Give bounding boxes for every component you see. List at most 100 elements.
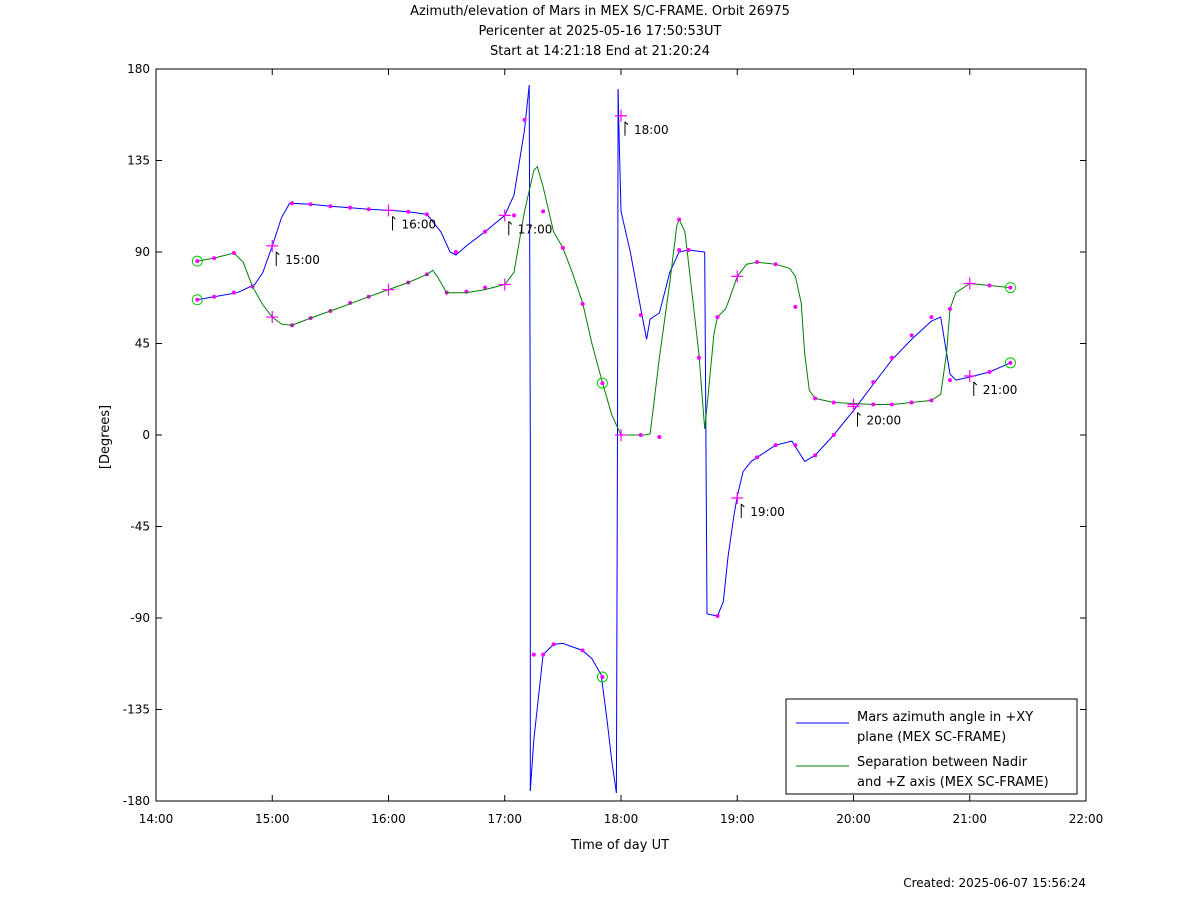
data-point-separation [909, 400, 914, 405]
hour-marker-azimuth [615, 109, 627, 122]
endpoint-circle-separation [191, 255, 203, 267]
data-point-azimuth [831, 433, 836, 437]
hour-marker-separation [382, 283, 395, 296]
data-point-separation [638, 433, 643, 437]
endpoint-dot-separation [1008, 285, 1013, 290]
data-point-separation [889, 402, 894, 407]
endpoint-dot-separation [195, 259, 200, 264]
y-tick-label: -90 [130, 611, 150, 625]
series-line-azimuth [529, 642, 617, 793]
endpoint-circle-separation [1004, 282, 1016, 294]
y-tick-label: -180 [123, 794, 150, 808]
chart-title-line-1: Azimuth/elevation of Mars in MEX S/C-FRA… [410, 4, 790, 19]
data-point-azimuth [987, 369, 992, 374]
endpoint-dot-azimuth [195, 297, 200, 302]
data-point-separation [686, 247, 691, 252]
y-tick-label: -45 [130, 520, 150, 534]
data-point-separation [308, 202, 313, 207]
data-point-separation [406, 209, 411, 214]
data-point-separation [715, 315, 720, 320]
y-tick-label: 180 [127, 62, 150, 76]
hour-marker-separation [498, 278, 511, 291]
data-point-azimuth [231, 290, 236, 295]
annotation-label: 19:00 [750, 505, 785, 519]
x-tick-label: 19:00 [720, 812, 755, 826]
hour-marker-separation [731, 270, 744, 283]
hour-marker-separation [963, 277, 976, 290]
endpoint-circle-separation [596, 377, 608, 389]
annotation-label: 17:00 [518, 222, 553, 236]
data-point-azimuth [541, 652, 546, 657]
x-tick-label: 14:00 [139, 812, 174, 826]
data-point-separation [696, 355, 701, 360]
axes: 14:00 15:00 16:00 17:00 18:00 19:00 20:00 21:00… [123, 62, 1104, 826]
created-timestamp: Created: 2025-06-07 15:56:24 [903, 876, 1086, 890]
data-point-separation [366, 207, 371, 212]
data-point-azimuth [773, 443, 778, 448]
legend-label-azimuth-line-1: Mars azimuth angle in +XY [857, 710, 1033, 725]
annotation-arrow [392, 215, 396, 231]
y-tick-label: 45 [135, 337, 150, 351]
series-line-azimuth [704, 251, 1011, 617]
chart-title: Azimuth/elevation of Mars in MEX S/C-FRA… [0, 2, 1200, 62]
data-point-azimuth [909, 333, 914, 338]
data-point-separation [348, 205, 353, 210]
series-azimuth [191, 85, 1016, 793]
plot-area: 15:00 16:00 17:00 18:00 19:00 20:00 21:00 [191, 85, 1017, 793]
data-point-separation [453, 250, 458, 254]
annotation-arrow [973, 381, 978, 397]
annotation-arrow [857, 412, 861, 427]
data-point-azimuth [715, 613, 720, 618]
legend-label-separation-line-1: Separation between Nadir [857, 755, 1028, 770]
data-point-azimuth [755, 455, 760, 460]
data-point-azimuth [813, 453, 818, 458]
hour-marker-azimuth [498, 209, 511, 222]
data-point-separation [871, 402, 876, 407]
x-tick-label: 17:00 [487, 812, 522, 826]
data-point-azimuth [512, 213, 517, 218]
series-line-separation [197, 165, 1011, 436]
series-line-azimuth [197, 85, 530, 301]
data-point-azimuth [889, 355, 894, 360]
y-axis-label: [Degrees] [98, 405, 113, 469]
x-tick-label: 15:00 [255, 812, 290, 826]
data-point-azimuth [580, 648, 585, 653]
data-point-separation [560, 245, 565, 250]
y-tick-label: -135 [123, 703, 150, 717]
hour-marker-separation [615, 429, 627, 441]
y-tick-label: 135 [127, 154, 150, 168]
annotation-arrow [508, 221, 513, 236]
endpoint-circle-azimuth [1004, 357, 1016, 369]
data-point-azimuth [551, 642, 556, 647]
data-point-azimuth [871, 380, 876, 385]
series-separation [191, 165, 1016, 657]
annotation-label: 20:00 [867, 414, 902, 428]
annotation-label: 15:00 [285, 253, 320, 267]
data-point-azimuth [793, 443, 798, 448]
data-point-azimuth [522, 117, 527, 122]
data-point-azimuth [947, 378, 952, 383]
hour-marker-separation [266, 311, 279, 324]
data-point-separation [290, 201, 295, 206]
hour-marker-azimuth [266, 239, 279, 252]
hour-marker-azimuth [731, 492, 744, 505]
data-point-separation [773, 262, 778, 267]
data-point-separation [677, 217, 682, 222]
endpoint-dot-azimuth [1008, 360, 1013, 365]
legend: Mars azimuth angle in +XY plane (MEX SC-… [785, 698, 1078, 795]
series-line-azimuth [528, 85, 531, 791]
x-tick-label: 16:00 [371, 812, 406, 826]
legend-label-azimuth-line-2: plane (MEX SC-FRAME) [857, 730, 1006, 745]
legend-box [785, 698, 1078, 795]
x-axis-label: Time of day UT [570, 838, 669, 853]
data-point-azimuth [677, 247, 682, 252]
endpoint-dot-separation [600, 381, 605, 386]
data-point-separation [813, 396, 818, 401]
annotation-label: 18:00 [634, 123, 669, 137]
data-point-separation [482, 229, 487, 234]
annotation-arrow [624, 121, 629, 136]
data-point-separation [541, 209, 546, 214]
hour-annotations: 15:00 16:00 17:00 18:00 19:00 20:00 21:00 [275, 121, 1017, 519]
endpoint-circle-azimuth [191, 294, 203, 306]
